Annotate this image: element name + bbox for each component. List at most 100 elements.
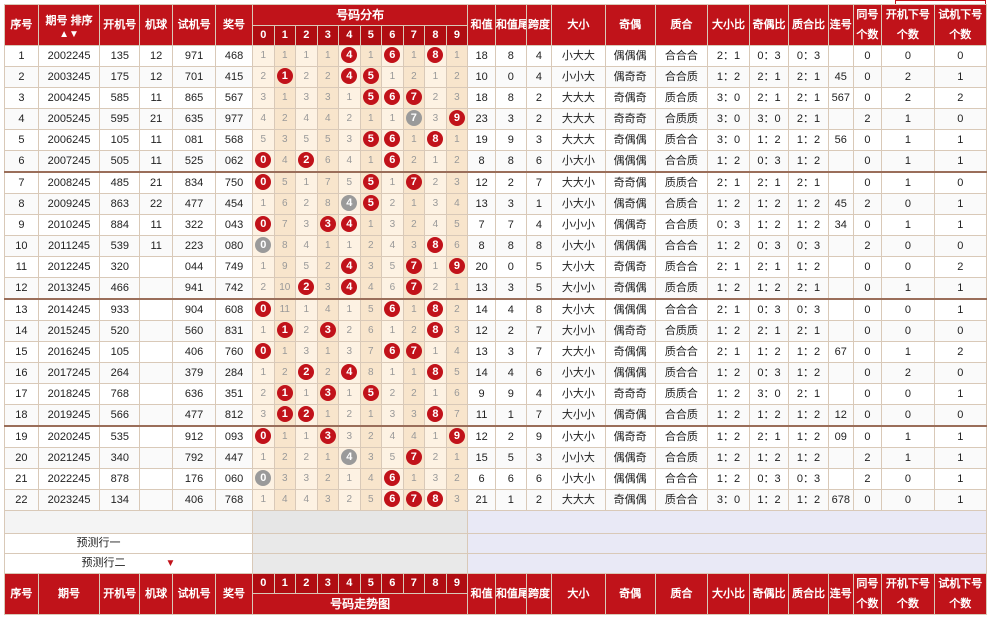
cell-period: 2011245: [37, 235, 101, 257]
cell-same: 0: [852, 362, 883, 384]
dist-cell-hit: 7: [402, 171, 426, 194]
cell-big-small: 小小小: [551, 214, 606, 236]
cell-odd-even: 偶奇奇: [604, 66, 656, 88]
col-period[interactable]: 期号 排序 ▲▼: [37, 4, 101, 46]
cell-same: 0: [852, 214, 883, 236]
cell-prime-comp: 合合合: [654, 45, 709, 67]
number-ball: 7: [405, 89, 422, 106]
cell-prime-comp: 质合合: [654, 489, 709, 511]
dist-cell-miss: 3: [424, 108, 447, 130]
dist-cell-miss: 6: [359, 320, 383, 342]
cell-open: 466: [99, 277, 141, 300]
dist-cell-hit: 5: [359, 66, 383, 88]
predict-row-2[interactable]: 预测行二 ▼: [4, 553, 987, 574]
cell-pc-ratio: 2：1: [788, 383, 829, 405]
cell-consec: [827, 447, 854, 469]
cell-odd-even: 偶奇偶: [604, 193, 656, 215]
cell-seq: 19: [4, 425, 39, 448]
cell-sum-tail: 0: [494, 66, 527, 88]
number-ball: 4: [341, 449, 358, 466]
cell-odd-even: 偶偶奇: [604, 447, 656, 469]
table-row: 21 2022245 878 176 060 0 3 3 2 1 4 6 1 3 2 6 6 6 小大小 偶偶偶 合合合…: [4, 468, 988, 490]
cell-open-next: 2: [881, 66, 935, 88]
cell-prime-comp: 质质合: [654, 171, 709, 194]
cell-prize: 567: [215, 87, 253, 109]
col-oe-ratio: 奇偶比: [749, 4, 789, 46]
dist-cell-miss: 1: [424, 66, 447, 88]
number-ball: 1: [276, 68, 293, 85]
cell-machine: [139, 447, 174, 469]
cell-consec: 67: [827, 341, 854, 363]
digit-header-4: 4: [338, 25, 361, 46]
cell-sum-tail: 3: [494, 341, 527, 363]
table-row: 5 2006245 105 11 081 568 5 3 5 5 3 5 6 1 8 1 19 9 3 大大大 奇偶偶质…: [4, 129, 988, 151]
footer-col-trial-next: 试机下号个数: [933, 573, 988, 615]
cell-pc-ratio: 1：2: [788, 150, 829, 173]
cell-span: 7: [525, 404, 553, 427]
dist-cell-miss: 5: [381, 256, 404, 278]
col-sum: 和值: [467, 4, 496, 46]
cell-open: 566: [99, 404, 141, 427]
col-trial-next: 试机下号个数: [933, 4, 988, 46]
dist-cell-hit: 9: [445, 256, 469, 278]
cell-prime-comp: 合质质: [654, 108, 709, 130]
dist-cell-miss: 2: [424, 87, 447, 109]
dist-cell-miss: 2: [424, 447, 447, 469]
cell-same: 0: [852, 171, 883, 194]
cell-open: 520: [99, 320, 141, 342]
cell-sum-tail: 9: [494, 383, 527, 405]
cell-trial-next: 1: [933, 425, 988, 448]
cell-big-small: 大小大: [551, 298, 606, 321]
dist-cell-hit: 1: [273, 320, 297, 342]
dist-cell-miss: 3: [273, 129, 297, 151]
cell-open-next: 1: [881, 171, 935, 194]
cell-sum: 13: [467, 341, 496, 363]
cell-machine: [139, 298, 174, 321]
dist-cell-miss: 3: [316, 87, 340, 109]
cell-same: 0: [852, 129, 883, 151]
cell-sum-tail: 6: [494, 468, 527, 490]
cell-odd-even: 偶偶偶: [604, 150, 656, 173]
cell-sum-tail: 5: [494, 447, 527, 469]
cell-prime-comp: 合合质: [654, 404, 709, 427]
dist-cell-hit: 2: [295, 362, 318, 384]
cell-period: 2015245: [37, 320, 101, 342]
cell-open-next: 0: [881, 320, 935, 342]
dist-cell-hit: 4: [338, 66, 361, 88]
dist-cell-miss: 4: [295, 108, 318, 130]
dist-cell-hit: 1: [273, 66, 297, 88]
sort-button[interactable]: 排序 ▲▼: [39, 15, 98, 40]
cell-oe-ratio: 1：2: [749, 341, 789, 363]
cell-odd-even: 偶偶偶: [604, 362, 656, 384]
cell-bs-ratio: 1：2: [707, 66, 751, 88]
cell-consec: 12: [827, 404, 854, 427]
cell-bs-ratio: 3：0: [707, 108, 751, 130]
dist-cell-hit: 6: [381, 298, 404, 321]
dist-cell-miss: 9: [273, 256, 297, 278]
cell-prime-comp: 合质合: [654, 193, 709, 215]
dist-cell-miss: 3: [316, 277, 340, 300]
cell-same: 0: [852, 404, 883, 427]
cell-machine: [139, 277, 174, 300]
number-ball: 8: [427, 406, 444, 423]
dist-cell-miss: 6: [381, 277, 404, 300]
predict-row-1[interactable]: 预测行一: [4, 533, 987, 554]
col-odd-even: 奇偶: [604, 4, 656, 46]
cell-pc-ratio: 1：2: [788, 129, 829, 151]
cell-bs-ratio: 1：2: [707, 468, 751, 490]
number-ball: 0: [255, 174, 272, 191]
cell-prime-comp: 合合合: [654, 468, 709, 490]
dist-cell-miss: 4: [445, 341, 469, 363]
arrow-down-icon[interactable]: ▼: [165, 558, 176, 569]
dist-cell-miss: 1: [273, 425, 297, 448]
cell-sum: 13: [467, 277, 496, 300]
cell-bs-ratio: 2：1: [707, 341, 751, 363]
cell-same: 2: [852, 447, 883, 469]
cell-oe-ratio: 0：3: [749, 468, 789, 490]
dist-cell-miss: 1: [316, 447, 340, 469]
sort-arrows-icon[interactable]: ▲▼: [59, 29, 79, 40]
cell-open-next: 1: [881, 277, 935, 300]
cell-trial-next: 1: [933, 277, 988, 300]
cell-bs-ratio: 1：2: [707, 320, 751, 342]
number-ball: 6: [384, 131, 401, 148]
